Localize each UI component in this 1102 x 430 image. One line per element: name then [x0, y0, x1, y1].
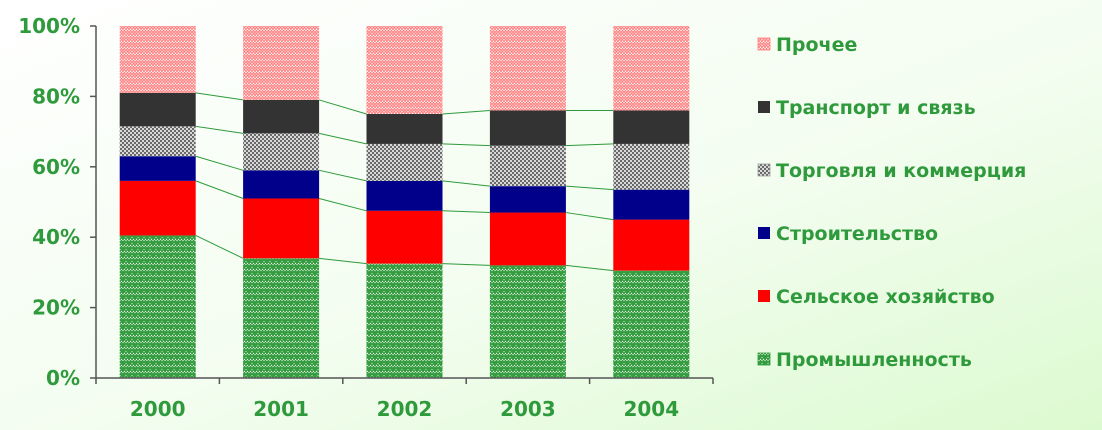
- legend-item: Прочее: [757, 34, 857, 56]
- y-tick-label: 60%: [32, 155, 80, 179]
- bar-segment-2004-1: [613, 270, 690, 378]
- bar-segment-2001-5: [243, 99, 320, 134]
- legend-label: Строительство: [776, 223, 938, 245]
- legend-swatch: [758, 290, 770, 302]
- bar-segment-2002-1: [366, 263, 443, 378]
- bar-segment-2001-4: [243, 133, 320, 171]
- axes: [95, 26, 713, 379]
- series-line: [442, 210, 490, 214]
- series-line: [318, 99, 367, 115]
- bar-segment-2001-2: [243, 198, 320, 259]
- series-line: [195, 234, 244, 259]
- bar-segment-2002-4: [366, 143, 443, 181]
- bar-segment-2003-5: [489, 110, 566, 146]
- bar-segment-2002-3: [366, 180, 443, 211]
- series-line: [318, 132, 367, 145]
- series-line: [318, 197, 367, 212]
- x-axis-ticks: 2000 2001 2002 2003 2004: [95, 378, 714, 421]
- series-line: [319, 257, 367, 265]
- bar-segment-2000-6: [119, 26, 196, 93]
- bar-segment-2004-4: [613, 143, 690, 190]
- y-tick-label: 40%: [32, 225, 80, 249]
- legend-swatch: [758, 227, 770, 239]
- bar-segment-2001-3: [243, 170, 320, 199]
- bar-segment-2000-4: [119, 126, 196, 157]
- bar-segment-2000-1: [119, 235, 196, 378]
- bar-segment-2002-5: [366, 114, 443, 144]
- bar-segment-2002-2: [366, 210, 443, 264]
- y-tick-label: 80%: [32, 84, 80, 108]
- bars: [119, 26, 690, 378]
- legend-swatch: [757, 352, 771, 366]
- bar-segment-2000-3: [119, 156, 196, 181]
- bar-segment-2003-3: [489, 186, 566, 213]
- series-line: [195, 92, 244, 101]
- series-lines: [195, 92, 614, 272]
- bar-segment-2004-2: [613, 219, 690, 271]
- series-line: [442, 143, 490, 147]
- series-line: [195, 180, 244, 199]
- x-tick-label-2004: 2004: [623, 397, 679, 421]
- y-tick-label: 100%: [18, 14, 80, 38]
- series-line: [195, 125, 244, 134]
- legend: Прочее Транспорт и связь Торговля и коммер…: [757, 34, 1026, 371]
- bar-segment-2002-6: [366, 26, 443, 114]
- legend-item: Транспорт и связь: [758, 97, 976, 119]
- x-tick-label-2003: 2003: [500, 397, 556, 421]
- legend-swatch: [757, 37, 771, 51]
- series-line: [565, 143, 614, 147]
- legend-label: Торговля и коммерция: [776, 160, 1026, 182]
- series-line: [442, 109, 490, 115]
- bar-segment-2004-6: [613, 26, 690, 111]
- legend-item: Сельское хозяйство: [758, 286, 995, 308]
- x-tick-label-2001: 2001: [253, 397, 309, 421]
- y-tick-label: 0%: [46, 366, 80, 390]
- legend-item: Торговля и коммерция: [757, 160, 1026, 182]
- y-axis-ticks: 0% 20% 40% 60% 80% 100%: [18, 14, 96, 390]
- bar-segment-2004-3: [613, 189, 690, 220]
- series-line: [195, 155, 244, 171]
- legend-item: Строительство: [758, 223, 938, 245]
- series-line: [565, 264, 614, 272]
- bar-segment-2001-6: [243, 26, 320, 100]
- series-line: [442, 263, 490, 266]
- legend-swatch: [757, 163, 771, 177]
- series-line: [565, 185, 614, 191]
- series-line: [565, 212, 614, 221]
- bar-segment-2004-5: [613, 110, 690, 144]
- legend-label: Транспорт и связь: [776, 97, 976, 119]
- bar-segment-2000-5: [119, 92, 196, 127]
- bar-segment-2003-4: [489, 145, 566, 187]
- bar-segment-2000-2: [119, 180, 196, 236]
- bar-segment-2001-1: [243, 258, 320, 378]
- bar-segment-2003-6: [489, 26, 566, 111]
- legend-item: Промышленность: [757, 349, 972, 371]
- series-line: [318, 169, 367, 182]
- x-tick-label-2000: 2000: [130, 397, 186, 421]
- series-line: [442, 180, 490, 187]
- legend-label: Прочее: [776, 34, 857, 56]
- legend-swatch: [758, 101, 770, 113]
- x-tick-label-2002: 2002: [377, 397, 433, 421]
- legend-label: Сельское хозяйство: [776, 286, 995, 308]
- legend-label: Промышленность: [776, 349, 972, 371]
- y-tick-label: 20%: [32, 296, 80, 320]
- bar-segment-2003-2: [489, 212, 566, 266]
- bar-segment-2003-1: [489, 265, 566, 378]
